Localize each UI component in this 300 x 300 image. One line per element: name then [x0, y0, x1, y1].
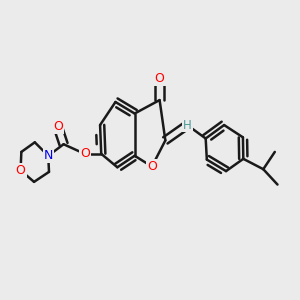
- Text: O: O: [155, 73, 164, 85]
- Text: O: O: [53, 121, 63, 134]
- Text: N: N: [44, 149, 53, 162]
- Text: H: H: [183, 118, 192, 131]
- Text: O: O: [147, 160, 157, 173]
- Text: O: O: [80, 147, 90, 160]
- Text: O: O: [16, 164, 26, 177]
